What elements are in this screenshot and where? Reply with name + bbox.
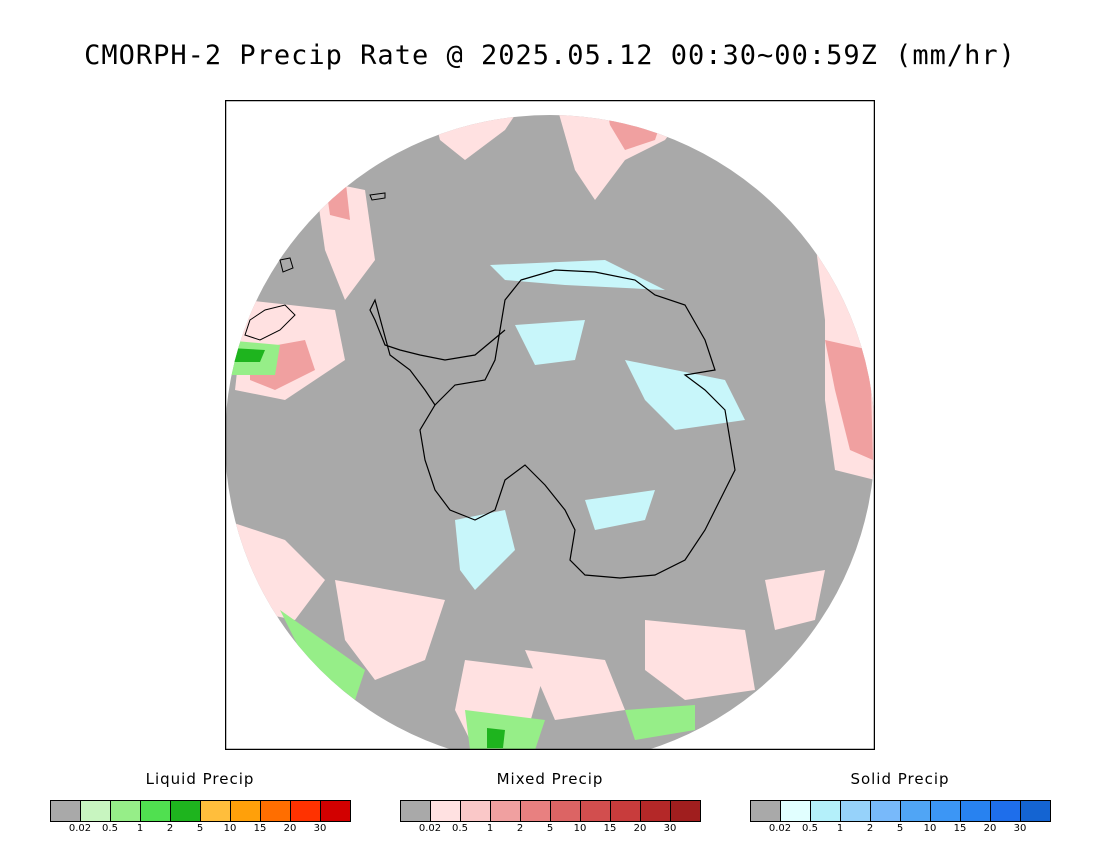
legend-liquid-ticks: 0.02 0.5 1 2 5 10 15 20 30 xyxy=(50,823,352,837)
legend-tick-label: 0.02 xyxy=(768,823,792,834)
legend-tick-label: 5 xyxy=(896,823,904,834)
legend-solid: Solid Precip 0.02 0.5 1 2 5 10 15 20 30 xyxy=(750,770,1051,834)
legend-swatch xyxy=(291,801,321,821)
legend-tick-label: 10 xyxy=(573,823,587,834)
legend-tick-label: 2 xyxy=(866,823,874,834)
legend-solid-ticks: 0.02 0.5 1 2 5 10 15 20 30 xyxy=(750,823,1052,837)
legend-swatch xyxy=(611,801,641,821)
legend-swatch xyxy=(671,801,700,821)
legend-mixed: Mixed Precip 0.02 0.5 1 2 5 10 15 20 30 xyxy=(400,770,701,834)
legend-liquid-title: Liquid Precip xyxy=(145,770,255,788)
legend-tick-label: 15 xyxy=(953,823,967,834)
south-america-coastline xyxy=(244,304,296,341)
legend-swatch xyxy=(751,801,781,821)
legend-tick-label: 20 xyxy=(283,823,297,834)
legend-swatch xyxy=(781,801,811,821)
legend-swatch xyxy=(261,801,291,821)
legend-swatch xyxy=(931,801,961,821)
legend-tick-label: 0.02 xyxy=(418,823,442,834)
legend-tick-label: 5 xyxy=(546,823,554,834)
mixed-precip-moderate xyxy=(250,115,873,460)
legend-tick-label: 15 xyxy=(253,823,267,834)
legend-mixed-title: Mixed Precip xyxy=(496,770,604,788)
legend-swatch xyxy=(171,801,201,821)
legend-swatch xyxy=(841,801,871,821)
legend-swatch xyxy=(811,801,841,821)
legend-swatch xyxy=(461,801,491,821)
legend-swatch xyxy=(51,801,81,821)
legend-swatch xyxy=(201,801,231,821)
legend-tick-label: 10 xyxy=(923,823,937,834)
legend-tick-label: 10 xyxy=(223,823,237,834)
legend-liquid: Liquid Precip 0.02 0.5 1 2 5 10 15 20 30 xyxy=(50,770,351,834)
legend-tick-label: 1 xyxy=(486,823,494,834)
legend-solid-title: Solid Precip xyxy=(850,770,950,788)
liquid-precip-heavy xyxy=(230,348,505,748)
legend-mixed-swatches xyxy=(400,800,701,822)
legend-tick-label: 30 xyxy=(313,823,327,834)
legend-swatch xyxy=(521,801,551,821)
legend-mixed-ticks: 0.02 0.5 1 2 5 10 15 20 30 xyxy=(400,823,702,837)
legend-tick-label: 15 xyxy=(603,823,617,834)
solid-precip-light xyxy=(455,260,745,590)
legend-swatch xyxy=(991,801,1021,821)
map-frame-border xyxy=(225,100,875,750)
legend-tick-label: 1 xyxy=(836,823,844,834)
legend-liquid-swatches xyxy=(50,800,351,822)
legend-swatch xyxy=(81,801,111,821)
legend-swatch xyxy=(231,801,261,821)
legend-swatch xyxy=(581,801,611,821)
legend-tick-label: 0.5 xyxy=(452,823,468,834)
legend-tick-label: 0.02 xyxy=(68,823,92,834)
legend-tick-label: 20 xyxy=(983,823,997,834)
legend-swatch xyxy=(111,801,141,821)
antarctica-coastline xyxy=(419,269,736,579)
chart-title: CMORPH-2 Precip Rate @ 2025.05.12 00:30~… xyxy=(84,40,1016,71)
legend-swatch xyxy=(901,801,931,821)
legend-swatch xyxy=(431,801,461,821)
legend-tick-label: 0.5 xyxy=(802,823,818,834)
legend-tick-label: 20 xyxy=(633,823,647,834)
legend-tick-label: 30 xyxy=(1013,823,1027,834)
legend-swatch xyxy=(641,801,671,821)
legend-tick-label: 0.5 xyxy=(102,823,118,834)
legend-tick-label: 30 xyxy=(663,823,677,834)
legend-solid-swatches xyxy=(750,800,1051,822)
legend-tick-label: 1 xyxy=(136,823,144,834)
legend-swatch xyxy=(401,801,431,821)
falkland-islands-coastline xyxy=(279,257,294,273)
legend-swatch xyxy=(1021,801,1050,821)
precip-map xyxy=(225,100,875,750)
precip-field xyxy=(225,115,875,750)
legend-swatch xyxy=(551,801,581,821)
legend-swatch xyxy=(871,801,901,821)
legend-tick-label: 2 xyxy=(516,823,524,834)
antarctic-peninsula-coastline xyxy=(369,298,506,406)
legend-swatch xyxy=(141,801,171,821)
south-georgia-coastline xyxy=(369,192,386,201)
legend-tick-label: 5 xyxy=(196,823,204,834)
legend-swatch xyxy=(321,801,350,821)
legend-swatch xyxy=(961,801,991,821)
legend-tick-label: 2 xyxy=(166,823,174,834)
legend-swatch xyxy=(491,801,521,821)
